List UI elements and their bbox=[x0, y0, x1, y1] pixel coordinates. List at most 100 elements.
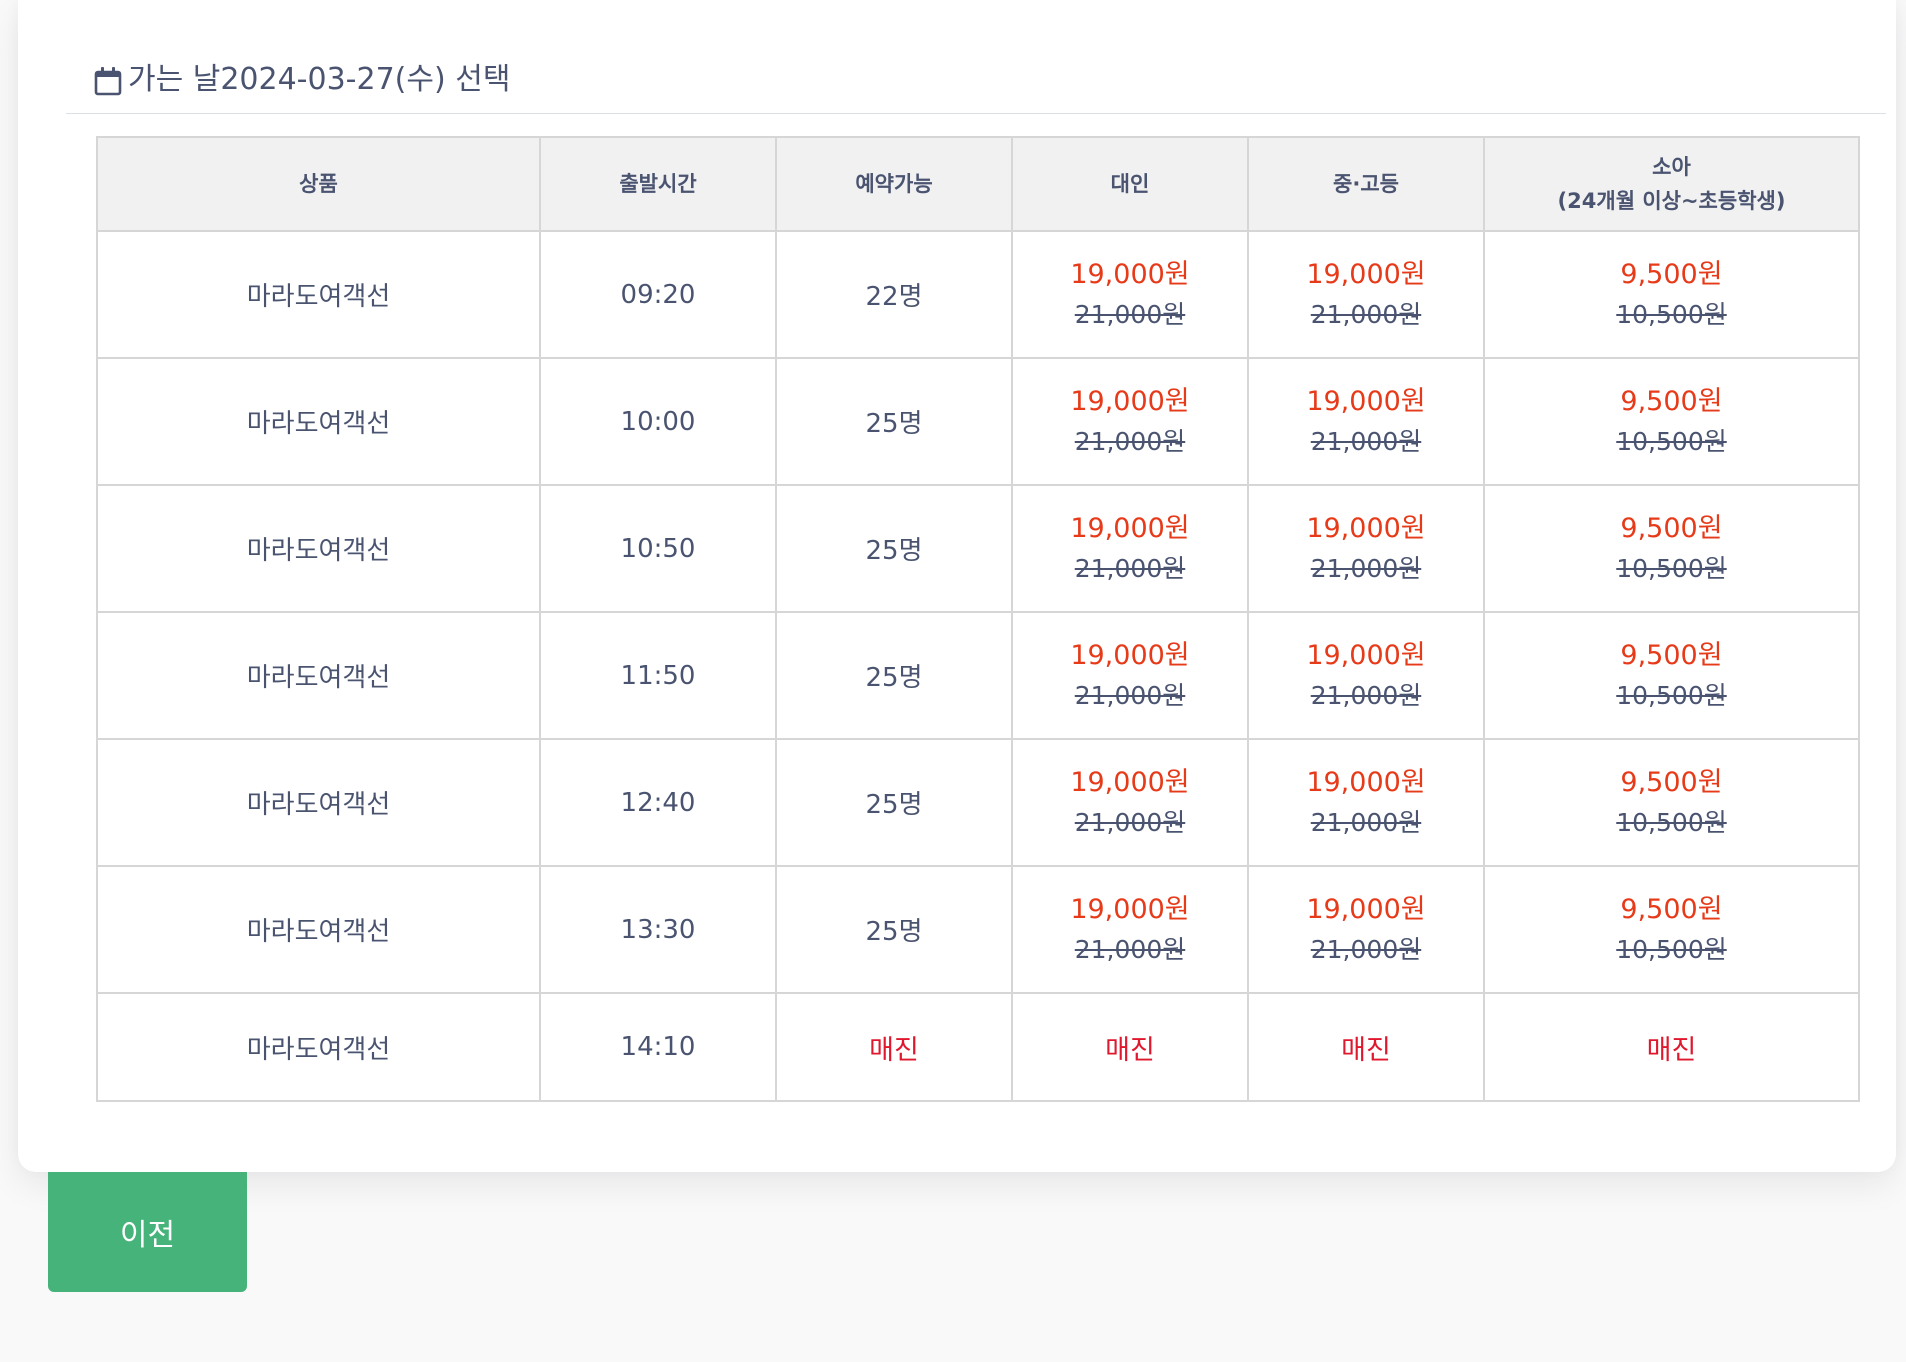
original-price: 21,000원 bbox=[1310, 807, 1422, 837]
original-price: 21,000원 bbox=[1074, 934, 1186, 964]
original-price: 21,000원 bbox=[1074, 299, 1186, 329]
table-row[interactable]: 마라도여객선 13:30 25명 19,000원 21,000원 19,000원 21,00… bbox=[96, 865, 1860, 994]
sale-price: 19,000원 bbox=[1306, 385, 1426, 417]
original-price: 21,000원 bbox=[1074, 553, 1186, 583]
original-price: 21,000원 bbox=[1074, 807, 1186, 837]
sale-price: 9,500원 bbox=[1620, 258, 1723, 290]
availability-cell: 25명 bbox=[775, 357, 1013, 486]
sale-price: 19,000원 bbox=[1306, 512, 1426, 544]
original-price: 21,000원 bbox=[1310, 680, 1422, 710]
child-price-cell: 9,500원 10,500원 bbox=[1483, 484, 1860, 613]
sale-price: 19,000원 bbox=[1070, 766, 1190, 798]
departure-time-cell: 14:10 bbox=[539, 992, 777, 1102]
soldout-label: 매진 bbox=[869, 1034, 919, 1066]
departure-time-cell: 10:00 bbox=[539, 357, 777, 486]
child-price-cell: 매진 bbox=[1483, 992, 1860, 1102]
availability-cell: 25명 bbox=[775, 611, 1013, 740]
prev-button[interactable]: 이전 bbox=[48, 1172, 247, 1292]
youth-price-cell: 19,000원 21,000원 bbox=[1247, 865, 1485, 994]
availability-cell: 25명 bbox=[775, 484, 1013, 613]
availability-cell: 25명 bbox=[775, 738, 1013, 867]
table-row[interactable]: 마라도여객선 09:20 22명 19,000원 21,000원 19,000원 21,00… bbox=[96, 230, 1860, 359]
original-price: 10,500원 bbox=[1616, 553, 1727, 583]
departure-time-cell: 10:50 bbox=[539, 484, 777, 613]
column-header-product: 상품 bbox=[96, 136, 541, 232]
schedule-table: 상품 출발시간 예약가능 대인 중·고등 소아 (24개월 이상~초등학생) 마라… bbox=[96, 136, 1860, 1102]
departure-time-cell: 11:50 bbox=[539, 611, 777, 740]
departure-time-cell: 12:40 bbox=[539, 738, 777, 867]
sale-price: 19,000원 bbox=[1070, 385, 1190, 417]
soldout-label: 매진 bbox=[1341, 1034, 1391, 1066]
adult-price-cell: 19,000원 21,000원 bbox=[1011, 611, 1249, 740]
adult-price-cell: 19,000원 21,000원 bbox=[1011, 865, 1249, 994]
page-title: 가는 날2024-03-27(수) 선택 bbox=[128, 62, 511, 97]
sale-price: 19,000원 bbox=[1306, 893, 1426, 925]
original-price: 10,500원 bbox=[1616, 807, 1727, 837]
youth-price-cell: 19,000원 21,000원 bbox=[1247, 484, 1485, 613]
sale-price: 9,500원 bbox=[1620, 639, 1723, 671]
child-price-cell: 9,500원 10,500원 bbox=[1483, 865, 1860, 994]
youth-price-cell: 19,000원 21,000원 bbox=[1247, 611, 1485, 740]
sale-price: 19,000원 bbox=[1070, 512, 1190, 544]
child-price-cell: 9,500원 10,500원 bbox=[1483, 611, 1860, 740]
original-price: 21,000원 bbox=[1074, 426, 1186, 456]
column-header-youth: 중·고등 bbox=[1247, 136, 1485, 232]
product-cell: 마라도여객선 bbox=[96, 865, 541, 994]
sale-price: 19,000원 bbox=[1306, 258, 1426, 290]
adult-price-cell: 매진 bbox=[1011, 992, 1249, 1102]
availability-cell: 22명 bbox=[775, 230, 1013, 359]
adult-price-cell: 19,000원 21,000원 bbox=[1011, 357, 1249, 486]
youth-price-cell: 19,000원 21,000원 bbox=[1247, 738, 1485, 867]
table-row-soldout: 마라도여객선 14:10 매진 매진 매진 매진 bbox=[96, 992, 1860, 1102]
column-header-adult: 대인 bbox=[1011, 136, 1249, 232]
column-header-departure-time: 출발시간 bbox=[539, 136, 777, 232]
product-cell: 마라도여객선 bbox=[96, 357, 541, 486]
adult-price-cell: 19,000원 21,000원 bbox=[1011, 738, 1249, 867]
original-price: 10,500원 bbox=[1616, 680, 1727, 710]
child-price-cell: 9,500원 10,500원 bbox=[1483, 357, 1860, 486]
table-row[interactable]: 마라도여객선 11:50 25명 19,000원 21,000원 19,000원 21,00… bbox=[96, 611, 1860, 740]
table-row[interactable]: 마라도여객선 10:00 25명 19,000원 21,000원 19,000원 21,00… bbox=[96, 357, 1860, 486]
child-price-cell: 9,500원 10,500원 bbox=[1483, 738, 1860, 867]
original-price: 21,000원 bbox=[1310, 934, 1422, 964]
calendar-icon bbox=[94, 67, 122, 96]
table-header-row: 상품 출발시간 예약가능 대인 중·고등 소아 (24개월 이상~초등학생) bbox=[96, 136, 1860, 232]
column-header-child: 소아 (24개월 이상~초등학생) bbox=[1483, 136, 1860, 232]
youth-price-cell: 19,000원 21,000원 bbox=[1247, 230, 1485, 359]
availability-cell: 매진 bbox=[775, 992, 1013, 1102]
schedule-card: 가는 날2024-03-27(수) 선택 상품 출발시간 예약가능 대인 중·고… bbox=[18, 0, 1896, 1172]
youth-price-cell: 매진 bbox=[1247, 992, 1485, 1102]
product-cell: 마라도여객선 bbox=[96, 484, 541, 613]
original-price: 21,000원 bbox=[1074, 680, 1186, 710]
sale-price: 9,500원 bbox=[1620, 385, 1723, 417]
original-price: 21,000원 bbox=[1310, 426, 1422, 456]
original-price: 10,500원 bbox=[1616, 299, 1727, 329]
departure-time-cell: 09:20 bbox=[539, 230, 777, 359]
sale-price: 19,000원 bbox=[1306, 766, 1426, 798]
soldout-label: 매진 bbox=[1646, 1034, 1697, 1066]
adult-price-cell: 19,000원 21,000원 bbox=[1011, 230, 1249, 359]
original-price: 10,500원 bbox=[1616, 426, 1727, 456]
table-row[interactable]: 마라도여객선 10:50 25명 19,000원 21,000원 19,000원 21,00… bbox=[96, 484, 1860, 613]
sale-price: 9,500원 bbox=[1620, 893, 1723, 925]
child-price-cell: 9,500원 10,500원 bbox=[1483, 230, 1860, 359]
original-price: 10,500원 bbox=[1616, 934, 1727, 964]
sale-price: 19,000원 bbox=[1306, 639, 1426, 671]
product-cell: 마라도여객선 bbox=[96, 611, 541, 740]
youth-price-cell: 19,000원 21,000원 bbox=[1247, 357, 1485, 486]
sale-price: 9,500원 bbox=[1620, 766, 1723, 798]
sale-price: 19,000원 bbox=[1070, 893, 1190, 925]
departure-time-cell: 13:30 bbox=[539, 865, 777, 994]
original-price: 21,000원 bbox=[1310, 299, 1422, 329]
table-row[interactable]: 마라도여객선 12:40 25명 19,000원 21,000원 19,000원 21,00… bbox=[96, 738, 1860, 867]
product-cell: 마라도여객선 bbox=[96, 230, 541, 359]
product-cell: 마라도여객선 bbox=[96, 738, 541, 867]
sale-price: 19,000원 bbox=[1070, 639, 1190, 671]
soldout-label: 매진 bbox=[1105, 1034, 1155, 1066]
sale-price: 19,000원 bbox=[1070, 258, 1190, 290]
adult-price-cell: 19,000원 21,000원 bbox=[1011, 484, 1249, 613]
sale-price: 9,500원 bbox=[1620, 512, 1723, 544]
original-price: 21,000원 bbox=[1310, 553, 1422, 583]
product-cell: 마라도여객선 bbox=[96, 992, 541, 1102]
date-header: 가는 날2024-03-27(수) 선택 bbox=[66, 62, 1886, 114]
